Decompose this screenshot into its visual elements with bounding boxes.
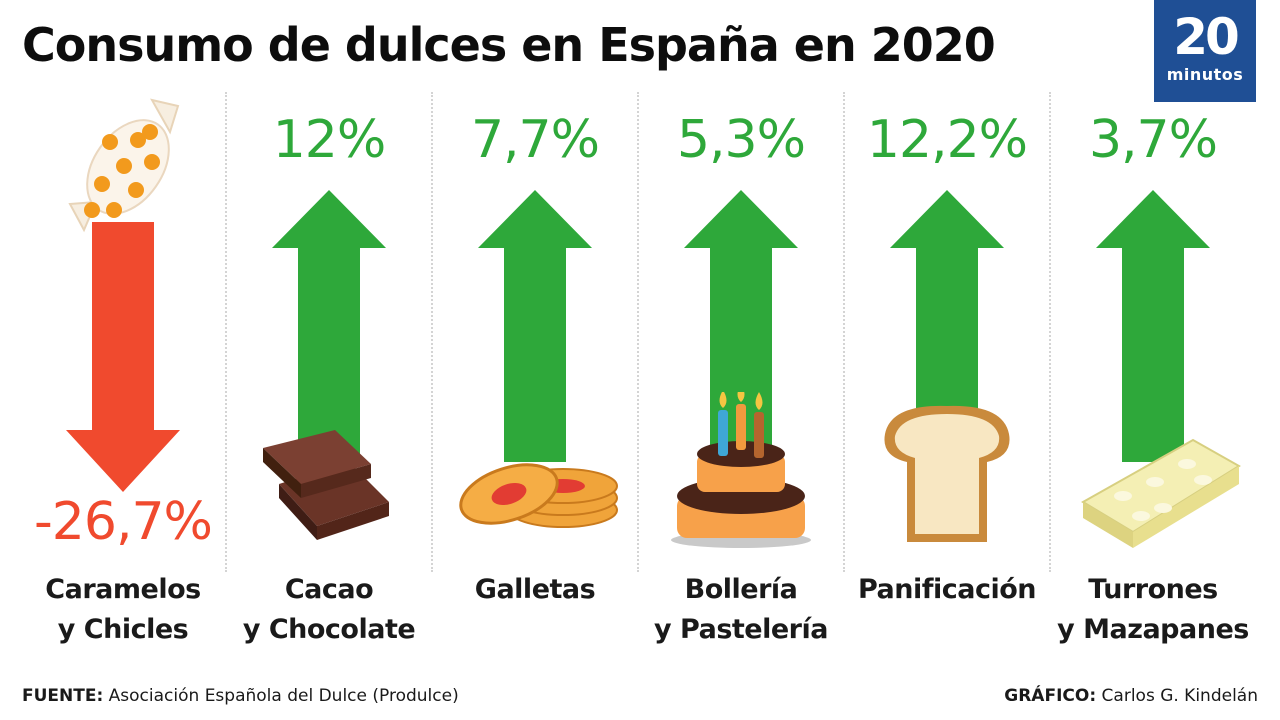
value-label: 3,7%	[1088, 110, 1218, 170]
category-label-line: y Chicles	[57, 614, 189, 645]
candy-icon	[40, 92, 220, 257]
category-label-line: Caramelos	[45, 574, 201, 605]
category-label-line: y Chocolate	[242, 614, 416, 645]
category-label-line: y Mazapanes	[1057, 614, 1249, 645]
category-label-line: Bollería	[684, 574, 798, 605]
column-divider	[1049, 92, 1051, 572]
source-text: Asociación Española del Dulce (Produlce)	[103, 686, 459, 706]
category-label-line: Galletas	[474, 574, 596, 605]
category-column: 12,2% Panificación	[844, 92, 1050, 672]
logo-number: 20	[1173, 8, 1240, 66]
category-column: 12% Cacao y Chocolate	[226, 92, 432, 672]
up-arrow	[478, 190, 592, 462]
column-divider	[225, 92, 227, 572]
category-label-line: Panificación	[857, 574, 1037, 605]
cookies-icon	[445, 392, 625, 557]
column-divider	[431, 92, 433, 572]
credit-label: GRÁFICO:	[1004, 686, 1097, 706]
category-label: Panificación	[844, 570, 1050, 610]
category-column: 5,3% Bollería y Pastelería	[638, 92, 844, 672]
up-arrow	[272, 190, 386, 462]
turron-icon	[1063, 392, 1243, 557]
value-label: 12%	[272, 110, 387, 170]
value-label: 7,7%	[470, 110, 600, 170]
category-label-line: Turrones	[1088, 574, 1218, 605]
credit-text: Carlos G. Kindelán	[1096, 686, 1258, 706]
value-label: -26,7%	[34, 492, 213, 552]
down-arrow	[66, 222, 180, 492]
up-arrow	[1096, 190, 1210, 462]
source-note: FUENTE: Asociación Española del Dulce (P…	[22, 682, 459, 710]
category-column: 3,7% Turrones y Mazapanes	[1050, 92, 1256, 672]
20minutos-logo[interactable]: 20 minutos	[1154, 0, 1256, 102]
category-label: Galletas	[432, 570, 638, 610]
category-label: Bollería y Pastelería	[638, 570, 844, 650]
column-divider	[843, 92, 845, 572]
category-column: 7,7% Galletas	[432, 92, 638, 672]
category-label: Turrones y Mazapanes	[1050, 570, 1256, 650]
category-label-line: Cacao	[284, 574, 374, 605]
credit-note: GRÁFICO: Carlos G. Kindelán	[1004, 682, 1258, 710]
category-label: Cacao y Chocolate	[226, 570, 432, 650]
cake-icon	[651, 384, 831, 557]
bread-icon	[857, 392, 1037, 557]
up-arrow	[684, 190, 798, 462]
chart-title: Consumo de dulces en España en 2020	[22, 18, 996, 72]
category-label: Caramelos y Chicles	[20, 570, 226, 650]
category-column: -26,7% Caramelos y Chicles	[20, 92, 226, 672]
value-label: 12,2%	[866, 110, 1028, 170]
source-label: FUENTE:	[22, 686, 104, 706]
category-label-line: y Pastelería	[654, 614, 828, 645]
up-arrow	[890, 190, 1004, 462]
chocolate-icon	[239, 392, 419, 557]
logo-word: minutos	[1166, 65, 1244, 84]
column-divider	[637, 92, 639, 572]
value-label: 5,3%	[676, 110, 806, 170]
